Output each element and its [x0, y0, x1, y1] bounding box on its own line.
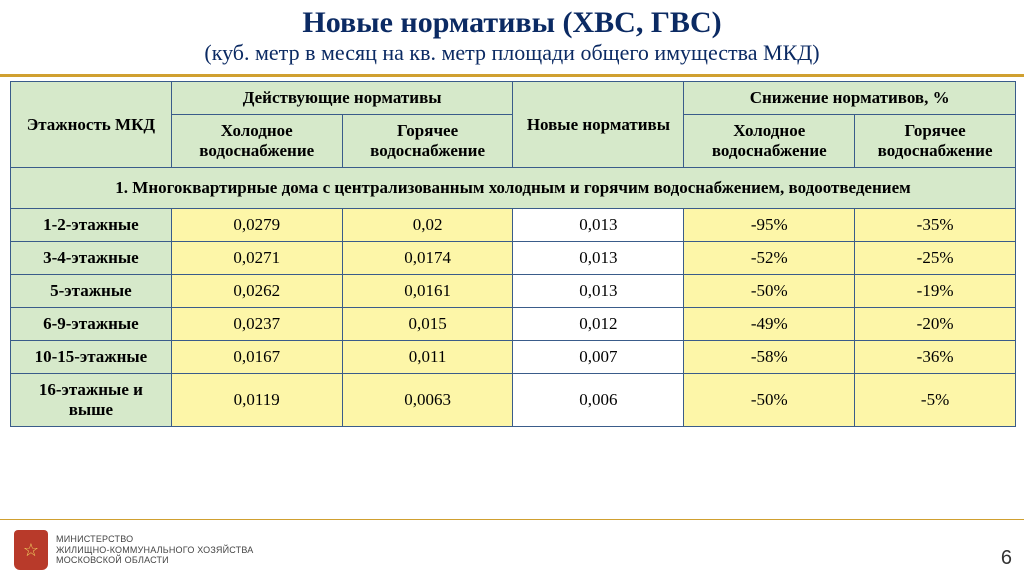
- cell-cold: 0,0262: [171, 275, 342, 308]
- cell-hot: 0,0063: [342, 374, 513, 427]
- table-row: 1-2-этажные0,02790,020,013-95%-35%: [11, 209, 1016, 242]
- cell-dhot: -35%: [855, 209, 1016, 242]
- cell-dhot: -19%: [855, 275, 1016, 308]
- cell-new: 0,012: [513, 308, 684, 341]
- table-row: 6-9-этажные0,02370,0150,012-49%-20%: [11, 308, 1016, 341]
- cell-dhot: -36%: [855, 341, 1016, 374]
- footer-text: МИНИСТЕРСТВО ЖИЛИЩНО-КОММУНАЛЬНОГО ХОЗЯЙ…: [56, 534, 253, 565]
- section-title: 1. Многоквартирные дома с централизованн…: [11, 168, 1016, 209]
- th-hot: Горячее водоснабжение: [342, 115, 513, 168]
- cell-dcold: -49%: [684, 308, 855, 341]
- cell-dhot: -5%: [855, 374, 1016, 427]
- cell-new: 0,013: [513, 242, 684, 275]
- slide-subtitle: (куб. метр в месяц на кв. метр площади о…: [0, 40, 1024, 66]
- th-dhot: Горячее водоснабжение: [855, 115, 1016, 168]
- cell-dcold: -95%: [684, 209, 855, 242]
- cell-new: 0,006: [513, 374, 684, 427]
- footer-line1: МИНИСТЕРСТВО: [56, 534, 253, 544]
- footer-line2: ЖИЛИЩНО-КОММУНАЛЬНОГО ХОЗЯЙСТВА: [56, 545, 253, 555]
- row-label: 16-этажные и выше: [11, 374, 172, 427]
- cell-dhot: -20%: [855, 308, 1016, 341]
- cell-dhot: -25%: [855, 242, 1016, 275]
- cell-cold: 0,0167: [171, 341, 342, 374]
- cell-cold: 0,0279: [171, 209, 342, 242]
- slide-footer: ☆ МИНИСТЕРСТВО ЖИЛИЩНО-КОММУНАЛЬНОГО ХОЗ…: [14, 530, 253, 570]
- footer-line3: МОСКОВСКОЙ ОБЛАСТИ: [56, 555, 253, 565]
- th-dcold: Холодное водоснабжение: [684, 115, 855, 168]
- slide-title: Новые нормативы (ХВС, ГВС): [0, 6, 1024, 40]
- row-label: 6-9-этажные: [11, 308, 172, 341]
- cell-cold: 0,0237: [171, 308, 342, 341]
- section-row: 1. Многоквартирные дома с централизованн…: [11, 168, 1016, 209]
- cell-hot: 0,02: [342, 209, 513, 242]
- table-row: 16-этажные и выше0,01190,00630,006-50%-5…: [11, 374, 1016, 427]
- cell-hot: 0,0174: [342, 242, 513, 275]
- cell-hot: 0,0161: [342, 275, 513, 308]
- cell-hot: 0,015: [342, 308, 513, 341]
- cell-dcold: -50%: [684, 374, 855, 427]
- header-rule: [0, 74, 1024, 77]
- cell-dcold: -52%: [684, 242, 855, 275]
- th-cold: Холодное водоснабжение: [171, 115, 342, 168]
- th-current-group: Действующие нормативы: [171, 82, 513, 115]
- cell-hot: 0,011: [342, 341, 513, 374]
- th-new: Новые нормативы: [513, 82, 684, 168]
- footer-rule: [0, 519, 1024, 520]
- page-number: 6: [1001, 547, 1012, 570]
- cell-dcold: -50%: [684, 275, 855, 308]
- cell-dcold: -58%: [684, 341, 855, 374]
- cell-new: 0,013: [513, 209, 684, 242]
- th-reduction-group: Снижение нормативов, %: [684, 82, 1016, 115]
- th-floors: Этажность МКД: [11, 82, 172, 168]
- cell-cold: 0,0119: [171, 374, 342, 427]
- table-row: 10-15-этажные0,01670,0110,007-58%-36%: [11, 341, 1016, 374]
- row-label: 5-этажные: [11, 275, 172, 308]
- table-row: 5-этажные0,02620,01610,013-50%-19%: [11, 275, 1016, 308]
- cell-new: 0,013: [513, 275, 684, 308]
- cell-new: 0,007: [513, 341, 684, 374]
- standards-table: Этажность МКД Действующие нормативы Новы…: [10, 81, 1016, 427]
- cell-cold: 0,0271: [171, 242, 342, 275]
- row-label: 3-4-этажные: [11, 242, 172, 275]
- ministry-logo-icon: ☆: [14, 530, 48, 570]
- table-row: 3-4-этажные0,02710,01740,013-52%-25%: [11, 242, 1016, 275]
- slide-header: Новые нормативы (ХВС, ГВС) (куб. метр в …: [0, 0, 1024, 74]
- table-body: 1. Многоквартирные дома с централизованн…: [11, 168, 1016, 427]
- row-label: 1-2-этажные: [11, 209, 172, 242]
- row-label: 10-15-этажные: [11, 341, 172, 374]
